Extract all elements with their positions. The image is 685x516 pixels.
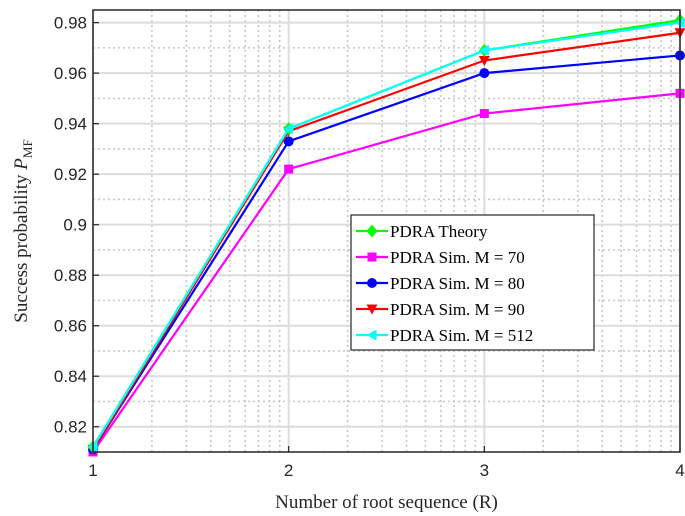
y-tick-label: 0.94 xyxy=(54,115,87,134)
square-marker xyxy=(284,164,294,174)
legend-entry: PDRA Sim. M = 80 xyxy=(356,274,525,293)
y-tick-label: 0.98 xyxy=(54,14,87,33)
legend-label: PDRA Theory xyxy=(390,222,488,241)
triangle-left-marker xyxy=(283,123,294,135)
x-tick-label: 4 xyxy=(675,461,684,480)
legend-entry: PDRA Sim. M = 90 xyxy=(356,300,525,319)
square-marker xyxy=(367,252,377,262)
y-tick-label: 0.9 xyxy=(63,216,87,235)
x-tick-label: 1 xyxy=(88,461,97,480)
circle-marker xyxy=(283,136,294,147)
series-line xyxy=(92,31,681,451)
series-line xyxy=(92,54,681,451)
series-line xyxy=(92,92,681,453)
legend-label: PDRA Sim. M = 70 xyxy=(390,248,525,267)
triangle-down-marker xyxy=(478,56,490,67)
series-layer xyxy=(87,13,685,457)
circle-marker xyxy=(479,68,490,79)
legend-box xyxy=(350,214,595,351)
x-tick-label: 3 xyxy=(480,461,489,480)
diamond-marker xyxy=(366,224,378,238)
axis-ticks: 1 2 3 4 0.82 0.84 0.86 0.88 0.9 0.92 0.94 0.96 0.98 xyxy=(54,14,685,480)
y-tick-label: 0.86 xyxy=(54,317,87,336)
y-axis-label: Success probability PMF xyxy=(11,139,35,322)
legend: PDRA Theory PDRA Sim. M = 70 PDRA Sim. M =… xyxy=(350,214,595,351)
x-tick-label: 2 xyxy=(284,461,293,480)
legend-label: PDRA Sim. M = 512 xyxy=(390,326,533,345)
legend-entry: PDRA Sim. M = 512 xyxy=(356,326,533,345)
legend-label: PDRA Sim. M = 80 xyxy=(390,274,525,293)
series-5 xyxy=(87,17,685,453)
legend-label: PDRA Sim. M = 90 xyxy=(390,300,525,319)
legend-entry: PDRA Theory xyxy=(356,222,488,241)
legend-entry: PDRA Sim. M = 70 xyxy=(356,248,525,267)
y-tick-label: 0.96 xyxy=(54,64,87,83)
y-tick-label: 0.92 xyxy=(54,165,87,184)
triangle-left-marker xyxy=(366,329,377,341)
triangle-down-marker xyxy=(366,304,378,315)
circle-marker xyxy=(367,278,377,288)
series-line xyxy=(92,21,681,448)
y-tick-label: 0.88 xyxy=(54,266,87,285)
axes-box xyxy=(92,9,681,453)
triangle-left-marker xyxy=(478,44,489,56)
square-marker xyxy=(479,109,489,119)
x-axis-label: Number of root sequence (R) xyxy=(275,492,498,513)
y-tick-label: 0.82 xyxy=(54,418,87,437)
y-tick-label: 0.84 xyxy=(54,367,87,386)
